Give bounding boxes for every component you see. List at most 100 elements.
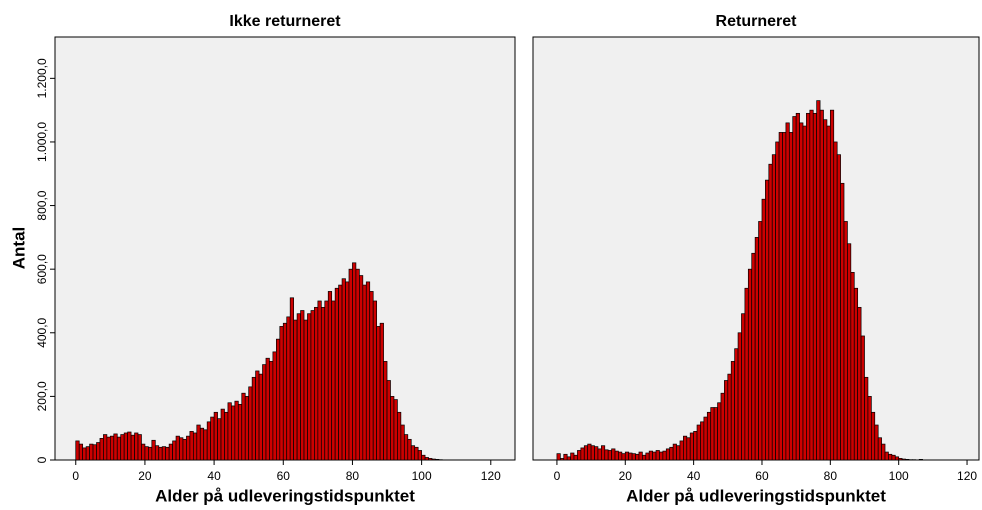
bar <box>338 284 343 461</box>
bar <box>758 221 763 461</box>
bar <box>881 443 886 461</box>
bar <box>352 262 357 461</box>
bar <box>628 452 633 461</box>
bar <box>144 446 149 461</box>
bar <box>241 392 246 461</box>
bar <box>130 434 135 461</box>
x-tick-label: 80 <box>824 469 838 483</box>
x-tick-label: 100 <box>412 469 432 483</box>
bar <box>428 458 433 461</box>
bar <box>734 348 739 461</box>
bar <box>82 447 87 461</box>
bar <box>642 454 647 461</box>
x-tick-label: 20 <box>619 469 633 483</box>
bar <box>324 300 329 461</box>
bar <box>213 411 218 461</box>
bar <box>730 361 735 461</box>
bar <box>376 326 381 461</box>
bar <box>607 450 612 461</box>
x-axis-label: Alder på udleveringstidspunktet <box>155 486 415 505</box>
bar <box>379 322 384 461</box>
bar <box>601 445 606 461</box>
bar <box>196 424 201 461</box>
bar <box>369 291 374 461</box>
bar <box>843 221 848 461</box>
bar <box>365 281 371 461</box>
bar <box>372 300 378 461</box>
bar <box>665 448 671 461</box>
bar <box>96 442 101 461</box>
bar <box>220 408 225 461</box>
bar <box>262 364 267 461</box>
bar <box>700 421 705 461</box>
bar <box>894 456 900 461</box>
x-tick-label: 60 <box>277 469 291 483</box>
bar <box>431 458 436 461</box>
bar <box>85 446 90 461</box>
bar <box>75 440 80 461</box>
x-axis-label: Alder på udleveringstidspunktet <box>626 486 886 505</box>
bar <box>703 416 708 461</box>
bar <box>573 454 578 461</box>
bar <box>744 287 749 461</box>
bar <box>819 109 824 461</box>
bar <box>809 109 814 461</box>
bar <box>686 437 691 461</box>
bar <box>864 376 869 461</box>
bar <box>161 446 167 461</box>
bar <box>884 451 889 461</box>
bar <box>802 125 807 461</box>
bar <box>747 268 753 461</box>
bar <box>106 436 111 461</box>
bar <box>877 437 882 461</box>
bar <box>192 432 198 461</box>
bar <box>158 446 163 461</box>
bar <box>823 119 828 461</box>
bar <box>331 300 336 461</box>
bar <box>594 446 599 461</box>
bar <box>182 438 187 461</box>
bar <box>645 452 650 461</box>
bar <box>621 453 626 461</box>
bar <box>345 281 350 461</box>
bar <box>604 449 609 461</box>
bar <box>251 376 256 461</box>
bar <box>210 416 215 461</box>
y-tick-label: 1.000,0 <box>35 122 49 162</box>
bar <box>867 396 872 461</box>
bar <box>390 396 395 461</box>
bar <box>189 431 194 461</box>
bar <box>799 122 804 461</box>
bar <box>307 313 312 461</box>
bar <box>421 454 426 461</box>
bar <box>870 411 876 461</box>
bar <box>696 424 701 461</box>
bar <box>103 434 108 461</box>
bar <box>348 268 353 461</box>
bar <box>556 453 561 461</box>
bar <box>860 335 865 461</box>
bar <box>775 141 780 461</box>
bar <box>255 370 260 461</box>
bar <box>296 313 301 461</box>
bar <box>918 459 923 461</box>
bar <box>816 100 821 461</box>
bar <box>386 380 391 461</box>
bar <box>898 458 903 461</box>
bar <box>113 433 118 461</box>
bar <box>713 407 718 461</box>
bar <box>706 411 712 461</box>
bar <box>611 448 616 461</box>
x-tick-label: 0 <box>554 469 561 483</box>
bar <box>244 396 250 461</box>
bar <box>727 373 732 461</box>
bar <box>888 453 893 461</box>
bar <box>768 163 773 461</box>
bar <box>662 450 667 461</box>
bar <box>407 438 412 461</box>
bar <box>806 112 811 461</box>
bar <box>172 440 177 461</box>
bar <box>833 141 838 461</box>
bar <box>206 421 211 461</box>
bar <box>414 446 419 461</box>
